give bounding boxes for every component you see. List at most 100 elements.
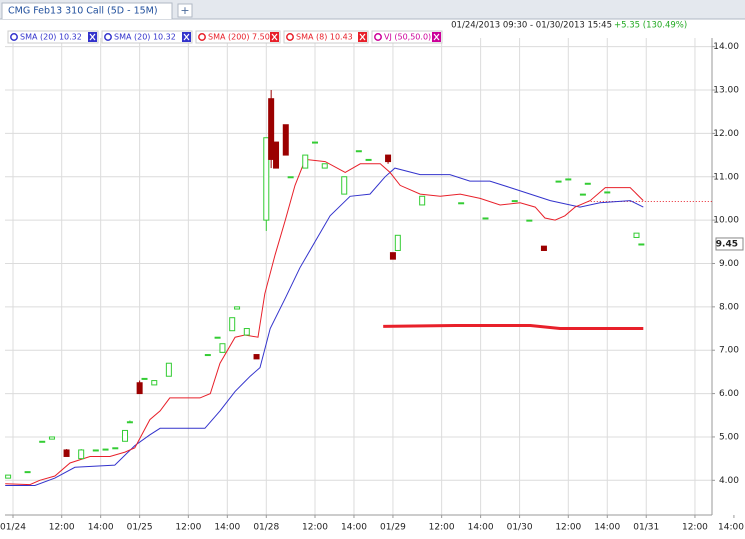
y-tick-label: 11.00 (713, 172, 739, 182)
candle-body (214, 336, 221, 339)
y-tick-label: 12.00 (713, 129, 739, 139)
candle-body (321, 163, 328, 169)
legend-chip (371, 30, 443, 44)
x-tick-label: 12:00 (555, 523, 581, 533)
legend-close-x (183, 33, 190, 41)
legend-icon (286, 33, 294, 41)
legend-icon (104, 33, 112, 41)
legend-label: SMA (8) 10.43 (296, 33, 353, 42)
add-tab-button[interactable] (177, 3, 193, 18)
candle-body (458, 202, 465, 205)
candle-body (365, 158, 372, 161)
x-tick-label: 14:00 (88, 523, 114, 533)
x-tick-label: 14:00 (468, 523, 494, 533)
candle-body (48, 436, 55, 440)
candle-body (102, 448, 109, 451)
legend-close-x (359, 33, 366, 41)
legend-chip (283, 30, 369, 44)
add-tab-label[interactable]: + (180, 4, 189, 17)
candle-body (204, 354, 211, 357)
legend-chip (7, 30, 99, 44)
candle-body (234, 306, 241, 310)
candle-body (219, 343, 226, 353)
candle-body (243, 328, 250, 336)
x-tick-label: 01/25 (127, 523, 153, 533)
candle-body (341, 176, 348, 195)
legend-chip (195, 30, 281, 44)
x-tick-label: 14:00 (718, 523, 744, 533)
x-tick-label: 14:00 (214, 523, 240, 533)
legend-close-x (271, 33, 278, 41)
legend-label: SMA (20) 10.32 (20, 33, 82, 42)
candle-body (141, 377, 148, 380)
candle-body (511, 200, 518, 203)
candle-body (253, 354, 260, 360)
y-tick-label: 5.00 (719, 432, 739, 442)
y-tick-label: 14.00 (713, 42, 739, 52)
candle-body (584, 182, 591, 185)
indicator-line (5, 158, 644, 486)
x-tick-label: 01/29 (380, 523, 406, 533)
x-tick-label: 12:00 (175, 523, 201, 533)
candle-body (555, 180, 562, 183)
change-label: +5.35 (130.49%) (614, 21, 687, 31)
last-price-label: 9.45 (716, 239, 738, 249)
candle-body (122, 429, 129, 442)
legend-close-x (89, 33, 96, 41)
indicator-line (5, 167, 644, 486)
candle-body (482, 217, 489, 220)
x-tick-label: 14:00 (594, 523, 620, 533)
y-tick-label: 13.00 (713, 86, 739, 96)
candle-body (263, 137, 270, 221)
legend-label: SMA (20) 10.32 (114, 33, 176, 42)
y-tick-label: 4.00 (719, 476, 739, 486)
legend-icon (198, 33, 206, 41)
candle-body (302, 154, 309, 169)
candle-body (151, 380, 158, 386)
legend-label: VJ (50,50.0) (384, 33, 431, 42)
tab[interactable] (1, 2, 173, 19)
candle-body (355, 150, 362, 153)
candle-body (385, 154, 392, 163)
candle-body (78, 449, 85, 460)
candle-body (63, 449, 70, 457)
legend-chip (101, 30, 193, 44)
candle-body (268, 98, 275, 160)
x-tick-label: 12:00 (682, 523, 708, 533)
range-label: 01/24/2013 09:30 - 01/30/2013 15:45 (451, 21, 612, 31)
y-tick-label: 9.00 (719, 259, 739, 269)
tab-title[interactable]: CMG Feb13 310 Call (5D - 15M) (8, 6, 158, 17)
candle-body (638, 243, 645, 246)
indicator-line (383, 324, 644, 330)
candle-body (39, 440, 46, 443)
candle-body (604, 191, 611, 194)
y-tick-label: 8.00 (719, 302, 739, 312)
candle-body (565, 178, 572, 181)
x-tick-label: 12:00 (429, 523, 455, 533)
candle-body (312, 141, 319, 144)
candle-body (287, 176, 294, 179)
candle-body (540, 245, 547, 251)
legend-icon (10, 33, 18, 41)
candle-body (526, 219, 533, 222)
candle-body (633, 232, 640, 238)
candle-body (419, 195, 426, 206)
x-tick-label: 01/28 (253, 523, 279, 533)
y-tick-label: 7.00 (719, 346, 739, 356)
candle-body (579, 193, 586, 196)
candle-body (165, 362, 172, 377)
candle-body (394, 234, 401, 251)
x-tick-label: 01/30 (507, 523, 533, 533)
last-price-box (715, 237, 744, 251)
candle-body (24, 471, 31, 474)
candle-body (92, 449, 99, 452)
x-tick-label: 01/24 (0, 523, 26, 533)
x-tick-label: 01/31 (633, 523, 659, 533)
candle-body (136, 382, 143, 395)
legend-close-x (433, 33, 440, 41)
x-tick-label: 14:00 (341, 523, 367, 533)
candle-body (5, 474, 12, 479)
candle-body (112, 447, 119, 450)
